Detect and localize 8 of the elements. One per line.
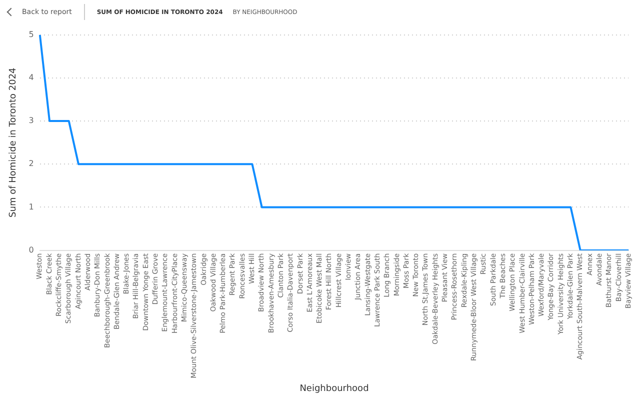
y-tick-label: 3 <box>28 116 34 126</box>
y-tick-label: 4 <box>28 72 34 82</box>
y-tick-label: 2 <box>28 159 34 168</box>
y-axis-title: Sum of Homicide in Toronto 2024 <box>8 67 19 218</box>
y-tick-label: 5 <box>28 30 34 39</box>
x-axis-title: Neighbourhood <box>300 384 369 394</box>
y-tick-label: 0 <box>28 245 34 254</box>
y-tick-label: 1 <box>28 202 34 212</box>
